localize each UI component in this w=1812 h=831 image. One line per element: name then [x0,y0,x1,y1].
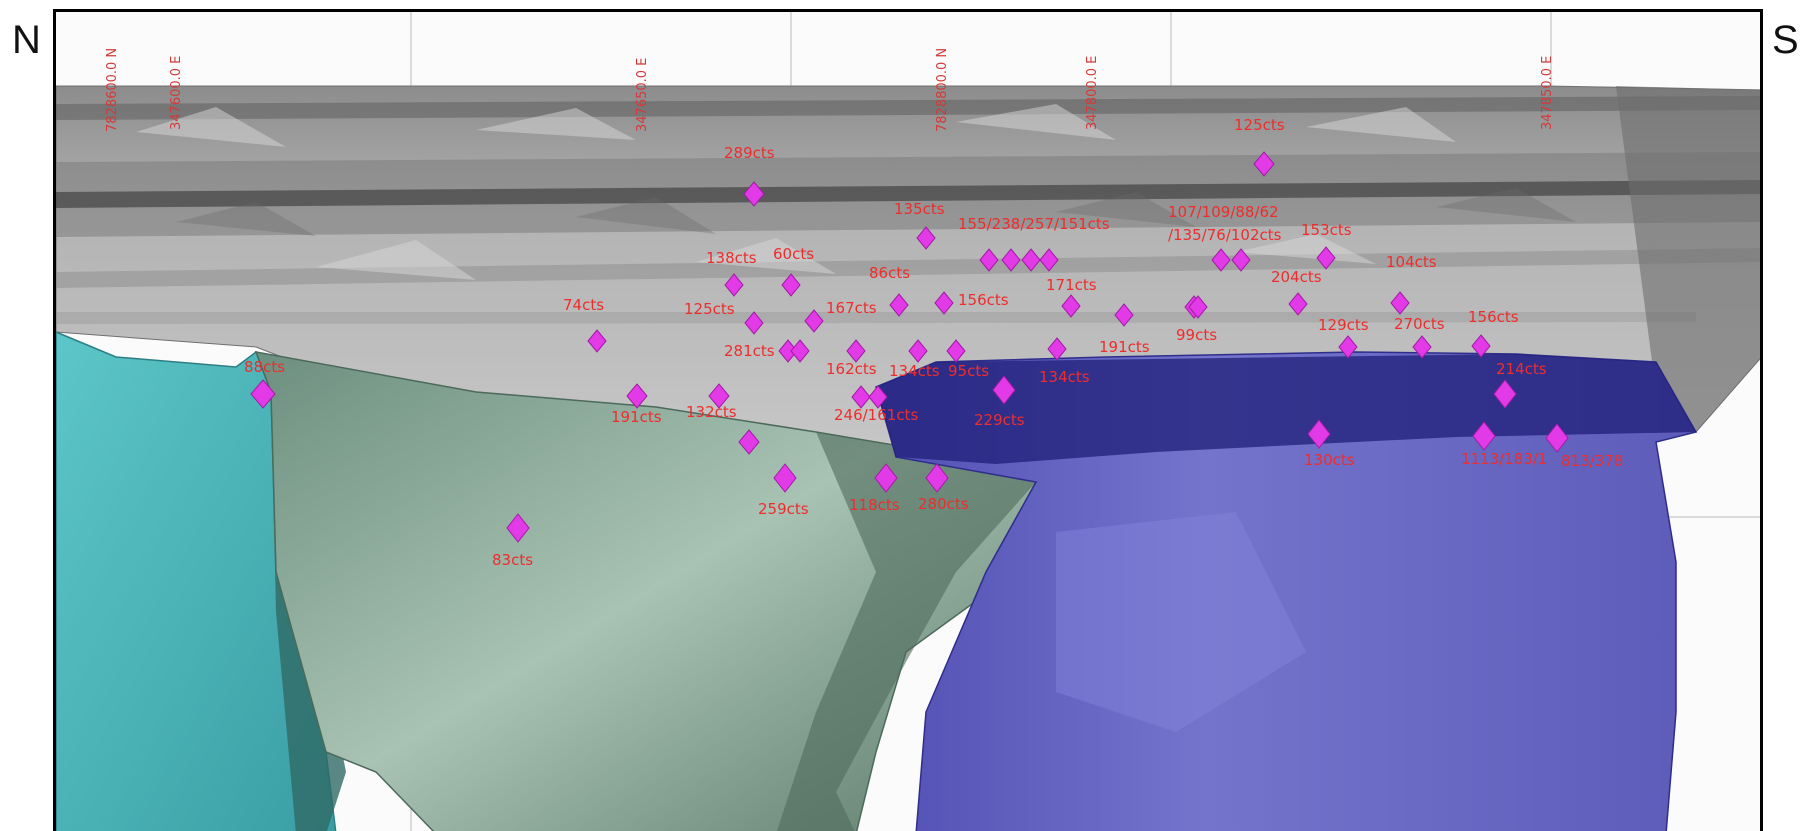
sample-marker [1338,335,1358,359]
sample-marker [916,226,936,250]
sample-marker [868,385,888,409]
sample-label: 214cts [1496,360,1547,378]
sample-marker [874,463,898,493]
sample-marker [1316,246,1336,270]
sample-label: 134cts [1039,368,1090,386]
grid-label: 347850.0 E [1540,56,1555,130]
blue-orebody [875,351,1698,831]
sample-label: 813/378 [1561,452,1623,470]
sample-marker [1001,248,1021,272]
sample-label: 135cts [894,200,945,218]
grid-label: 347600.0 E [169,56,184,130]
sample-label: 134cts [889,362,940,380]
sample-label: /135/76/102cts [1168,226,1282,244]
sample-marker [724,273,744,297]
sample-label: 86cts [869,264,910,282]
sample-marker [790,339,810,363]
sample-label: 107/109/88/62 [1168,203,1279,221]
sample-label: 130cts [1304,451,1355,469]
sample-label: 138cts [706,249,757,267]
sample-marker [708,383,730,409]
sample-label: 118cts [849,496,900,514]
sample-label: 83cts [492,551,533,569]
sample-marker [1188,295,1208,319]
sample-label: 289cts [724,144,775,162]
sample-label: 229cts [974,411,1025,429]
sample-marker [743,181,765,207]
sample-marker [250,379,276,409]
sample-marker [851,385,871,409]
sample-marker [925,463,949,493]
sample-marker [1472,421,1496,451]
sample-label: 88cts [244,358,285,376]
sample-marker [1047,337,1067,361]
sample-marker [1288,292,1308,316]
sample-label: 162cts [826,360,877,378]
sample-marker [1061,294,1081,318]
sample-label: 191cts [611,408,662,426]
sample-label: 125cts [1234,116,1285,134]
sample-marker [1021,248,1041,272]
sample-label: 171cts [1046,276,1097,294]
sample-label: 156cts [958,291,1009,309]
sample-marker [506,513,530,543]
section-canvas: 7828600.0 N 347600.0 E 347650.0 E 782880… [56,12,1760,831]
grid-label: 7828600.0 N [105,48,120,132]
sample-label: 167cts [826,299,877,317]
sample-marker [1231,248,1251,272]
sample-label: 270cts [1394,315,1445,333]
sample-marker [1039,248,1059,272]
sample-label: 125cts [684,300,735,318]
sample-label: 74cts [563,296,604,314]
sample-marker [1211,248,1231,272]
sample-marker [992,375,1016,405]
sample-label: 129cts [1318,316,1369,334]
sample-marker [744,311,764,335]
sample-marker [1545,423,1569,453]
sample-label: 156cts [1468,308,1519,326]
sample-marker [773,463,797,493]
sample-label: 153cts [1301,221,1352,239]
grid-label: 347800.0 E [1085,56,1100,130]
sample-label: 280cts [918,495,969,513]
sample-label: 1113/183/1 [1461,450,1547,468]
sample-marker [738,429,760,455]
grid-coordinate-labels: 7828600.0 N 347600.0 E 347650.0 E 782880… [105,48,1555,132]
grid-label: 347650.0 E [635,58,650,132]
sample-label: 246/161cts [834,406,918,424]
sample-label: 281cts [724,342,775,360]
sample-marker [979,248,999,272]
sample-label: 259cts [758,500,809,518]
sample-marker [587,329,607,353]
sample-marker [1114,303,1134,327]
sample-markers: 125cts 289cts 135cts 155/238/257/151cts … [244,116,1623,569]
sample-marker [889,293,909,317]
grid-label: 7828800.0 N [935,48,950,132]
sample-label: 132cts [686,403,737,421]
sample-marker [626,383,648,409]
section-view: 7828600.0 N 347600.0 E 347650.0 E 782880… [53,9,1763,831]
sample-label: 104cts [1386,253,1437,271]
sample-marker [781,273,801,297]
sample-label: 95cts [948,362,989,380]
sample-marker [1390,291,1410,315]
sample-marker [946,339,966,363]
south-label: S [1772,18,1799,62]
sample-label: 60cts [773,245,814,263]
sample-marker [846,339,866,363]
sample-marker [804,309,824,333]
sample-marker [1253,151,1275,177]
sample-marker [1471,334,1491,358]
sample-label: 155/238/257/151cts [958,215,1110,233]
sample-marker [908,339,928,363]
sample-label: 191cts [1099,338,1150,356]
sample-label: 99cts [1176,326,1217,344]
sample-marker [1307,419,1331,449]
sample-marker [1412,335,1432,359]
north-label: N [12,18,41,62]
sample-label: 204cts [1271,268,1322,286]
sample-marker [1493,379,1517,409]
sample-marker [934,291,954,315]
